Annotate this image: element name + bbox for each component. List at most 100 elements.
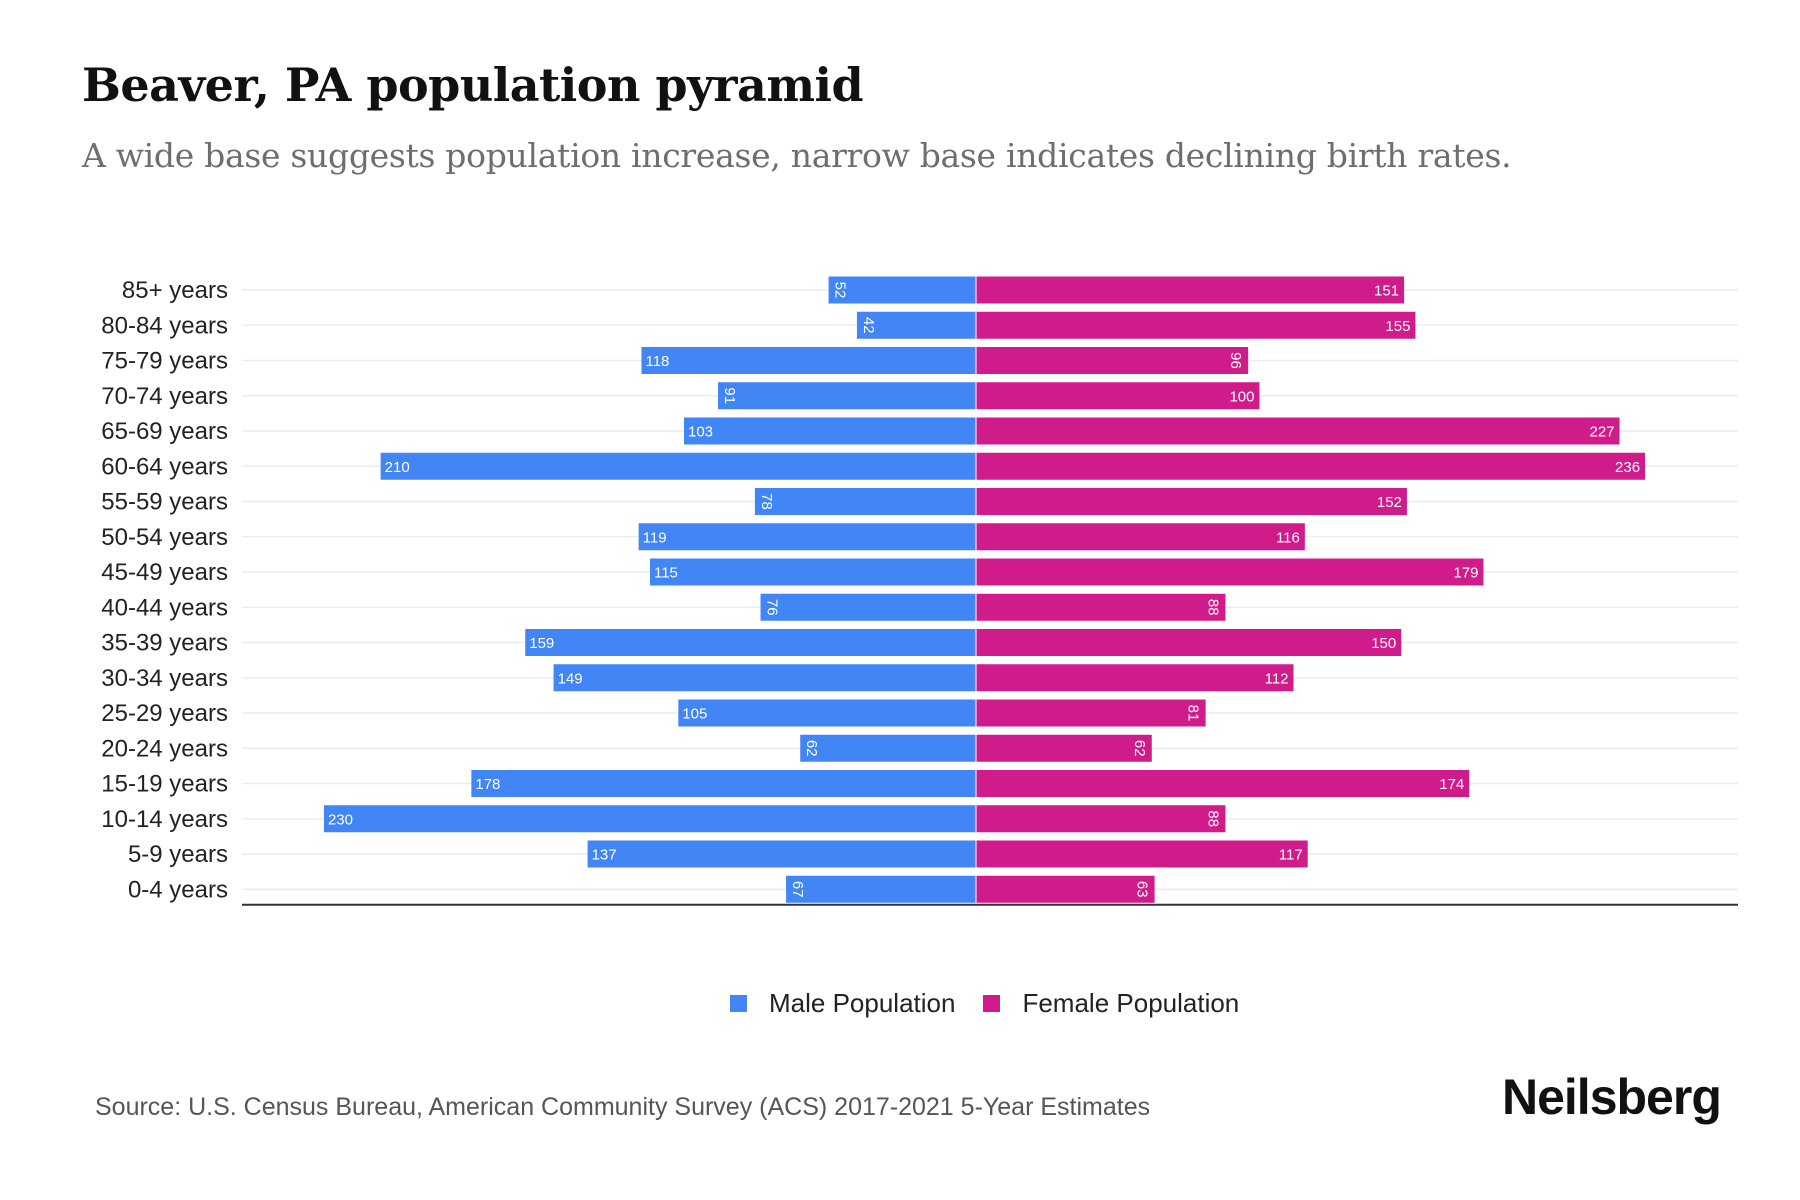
bar-male	[553, 664, 976, 692]
value-label-female: 96	[1227, 352, 1244, 369]
bar-female	[976, 452, 1646, 480]
legend-label-male: Male Population	[769, 988, 956, 1018]
category-label: 20-24 years	[101, 735, 228, 762]
value-label-male: 137	[592, 847, 617, 864]
bar-male	[828, 276, 976, 304]
category-label: 10-14 years	[101, 806, 228, 833]
value-label-female: 112	[1265, 670, 1289, 687]
bar-female	[976, 629, 1402, 656]
value-label-male: 115	[654, 565, 678, 582]
value-label-male: 62	[803, 740, 820, 757]
value-label-female: 81	[1185, 705, 1202, 722]
value-label-male: 118	[645, 353, 669, 370]
value-label-male: 42	[860, 317, 877, 334]
legend-item-female: Female Population	[983, 988, 1239, 1019]
bar-male	[471, 770, 976, 797]
category-label: 85+ years	[122, 277, 228, 304]
bar-male	[718, 382, 976, 410]
bar-male	[649, 558, 976, 586]
value-label-female: 152	[1377, 494, 1402, 511]
bar-female	[976, 558, 1484, 586]
bar-female	[976, 805, 1226, 833]
value-label-male: 119	[643, 529, 667, 546]
bar-male	[641, 347, 976, 374]
category-labels: 85+ years 80-84 years 75-79 years 70-74 yea…	[101, 277, 228, 903]
bar-male	[323, 805, 976, 833]
category-label: 35-39 years	[101, 630, 228, 657]
value-label-male: 230	[328, 811, 353, 828]
gridlines	[242, 289, 1738, 890]
source-note: Source: U.S. Census Bureau, American Com…	[95, 1093, 1151, 1121]
legend-item-male: Male Population	[730, 988, 955, 1019]
brand-logo: Neilsberg	[1502, 1069, 1722, 1125]
value-label-male: 210	[385, 459, 410, 476]
value-label-female: 151	[1374, 283, 1399, 300]
value-label-male: 159	[529, 635, 554, 652]
category-label: 75-79 years	[101, 348, 228, 375]
category-label: 60-64 years	[101, 453, 228, 480]
value-label-female: 117	[1279, 847, 1303, 864]
bar-male	[683, 417, 976, 445]
bar-female	[976, 593, 1226, 621]
bar-female	[976, 347, 1249, 374]
legend-label-female: Female Population	[1022, 988, 1240, 1018]
bar-male	[587, 840, 976, 868]
legend: Male Population Female Population	[730, 988, 1267, 1019]
legend-swatch-male	[730, 995, 747, 1012]
bars: 52 151 42 155 118 96 91 100 103 227 210 236 78 152 119…	[323, 276, 1646, 903]
bar-female	[976, 417, 1620, 445]
bar-female	[976, 488, 1407, 515]
bar-male	[786, 875, 976, 903]
value-label-female: 174	[1439, 776, 1464, 793]
value-label-male: 149	[558, 670, 583, 687]
value-label-female: 63	[1134, 881, 1151, 898]
value-label-female: 150	[1371, 635, 1396, 652]
value-label-male: 91	[721, 387, 738, 404]
value-label-male: 103	[688, 424, 713, 441]
category-label: 5-9 years	[128, 841, 228, 868]
value-label-male: 105	[682, 706, 707, 723]
bar-female	[976, 382, 1260, 410]
category-label: 55-59 years	[101, 489, 228, 516]
value-label-female: 100	[1229, 388, 1254, 405]
bar-male	[525, 629, 976, 656]
value-label-female: 116	[1276, 529, 1300, 546]
value-label-female: 179	[1453, 565, 1478, 582]
category-label: 65-69 years	[101, 418, 228, 445]
value-label-male: 178	[475, 776, 500, 793]
chart-title: Beaver, PA population pyramid	[82, 58, 864, 112]
bar-female	[976, 311, 1416, 339]
bar-male	[800, 734, 976, 762]
value-label-female: 155	[1385, 318, 1410, 335]
bar-male	[678, 699, 976, 727]
bar-female	[976, 734, 1152, 762]
category-label: 80-84 years	[101, 312, 228, 339]
bar-female	[976, 523, 1305, 551]
value-label-female: 88	[1204, 599, 1221, 616]
category-label: 30-34 years	[101, 665, 228, 692]
value-label-female: 236	[1615, 459, 1640, 476]
value-label-male: 78	[758, 493, 775, 510]
bar-female	[976, 770, 1470, 797]
bar-female	[976, 276, 1405, 304]
value-label-female: 227	[1590, 424, 1615, 441]
chart-subtitle: A wide base suggests population increase…	[82, 136, 1512, 175]
bar-female	[976, 875, 1155, 903]
category-label: 50-54 years	[101, 524, 228, 551]
category-label: 0-4 years	[128, 876, 228, 903]
category-label: 15-19 years	[101, 771, 228, 798]
category-label: 25-29 years	[101, 700, 228, 727]
value-label-male: 76	[764, 599, 781, 616]
bar-male	[856, 311, 976, 339]
bar-female	[976, 664, 1294, 692]
bar-male	[754, 488, 976, 515]
bar-male	[380, 452, 976, 480]
bar-male	[638, 523, 976, 551]
category-label: 70-74 years	[101, 383, 228, 410]
value-label-male: 67	[789, 881, 806, 898]
bar-female	[976, 699, 1206, 727]
category-label: 45-49 years	[101, 559, 228, 586]
bar-male	[760, 593, 976, 621]
bar-female	[976, 840, 1308, 868]
value-label-female: 88	[1204, 810, 1221, 827]
